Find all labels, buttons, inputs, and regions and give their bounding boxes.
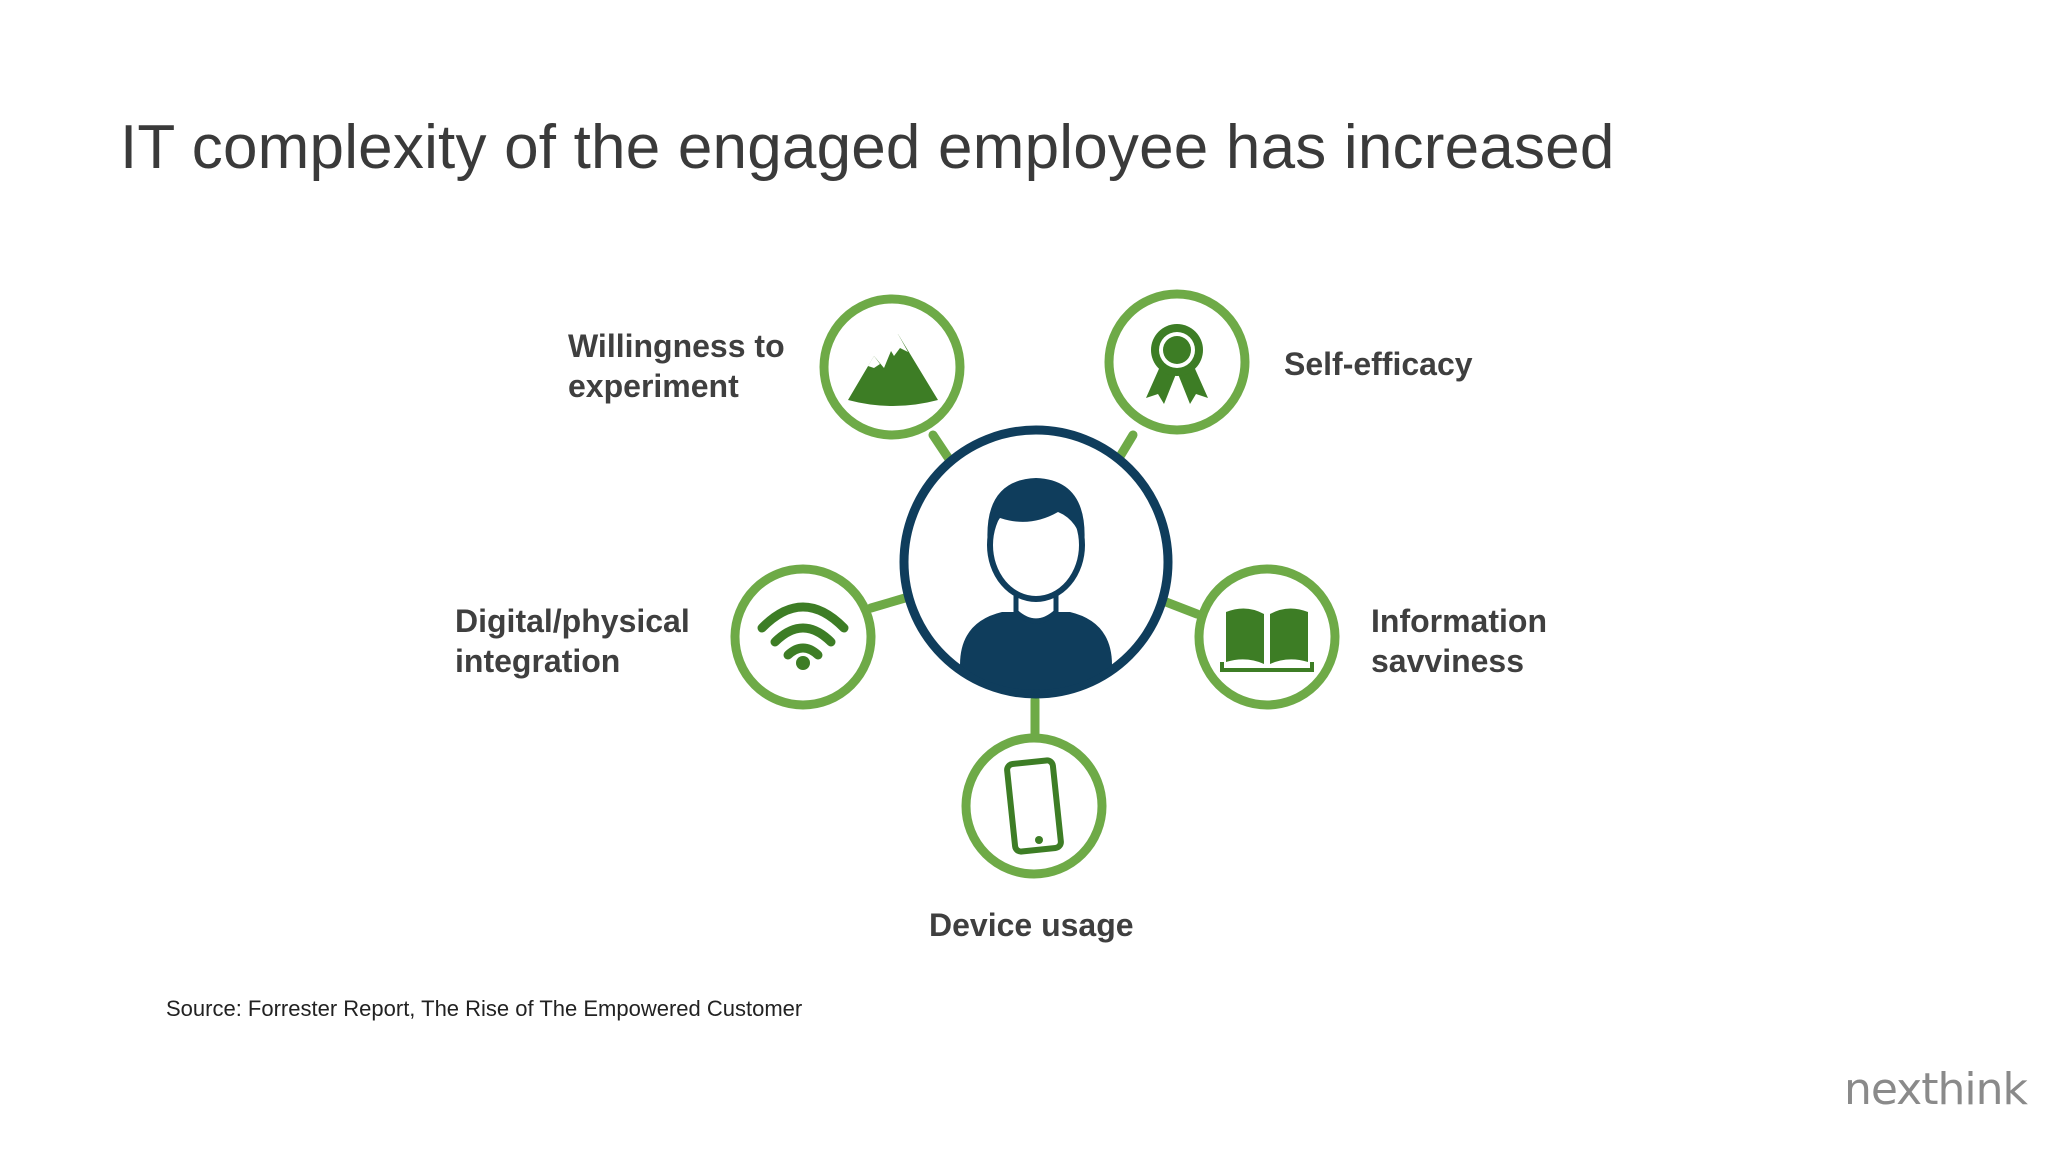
label-digital-physical-line-2: integration: [455, 643, 621, 679]
label-information-line-1: Information: [1371, 603, 1547, 639]
label-information: Information savviness: [1371, 601, 1547, 681]
source-note: Source: Forrester Report, The Rise of Th…: [166, 996, 803, 1021]
center-person-node: [899, 425, 1173, 699]
label-self-efficacy-line-1: Self-efficacy: [1284, 346, 1473, 382]
node-willingness: [819, 294, 965, 440]
label-willingness: Willingness to experiment: [568, 326, 785, 406]
label-self-efficacy: Self-efficacy: [1284, 344, 1473, 384]
label-device: Device usage: [929, 905, 1134, 945]
mountain-icon: [848, 334, 938, 406]
wifi-icon: [757, 602, 849, 670]
connector-digital-physical: [866, 593, 910, 613]
label-digital-physical-line-1: Digital/physical: [455, 603, 690, 639]
label-willingness-line-2: experiment: [568, 368, 739, 404]
slide-title: IT complexity of the engaged employee ha…: [120, 113, 1615, 182]
label-digital-physical: Digital/physical integration: [455, 601, 690, 681]
nexthink-logo: nexthink: [1844, 1064, 2028, 1115]
node-self-efficacy: [1104, 289, 1250, 435]
open-book-icon: [1220, 608, 1314, 672]
award-ribbon-icon: [1146, 324, 1208, 404]
smartphone-icon: [1004, 757, 1064, 855]
node-device: [961, 733, 1107, 879]
label-device-line-1: Device usage: [929, 907, 1134, 943]
node-digital-physical: [730, 564, 876, 710]
node-information: [1194, 564, 1340, 710]
label-willingness-line-1: Willingness to: [568, 328, 785, 364]
connector-information: [1161, 597, 1202, 619]
person-icon: [960, 478, 1112, 690]
label-information-line-2: savviness: [1371, 643, 1525, 679]
